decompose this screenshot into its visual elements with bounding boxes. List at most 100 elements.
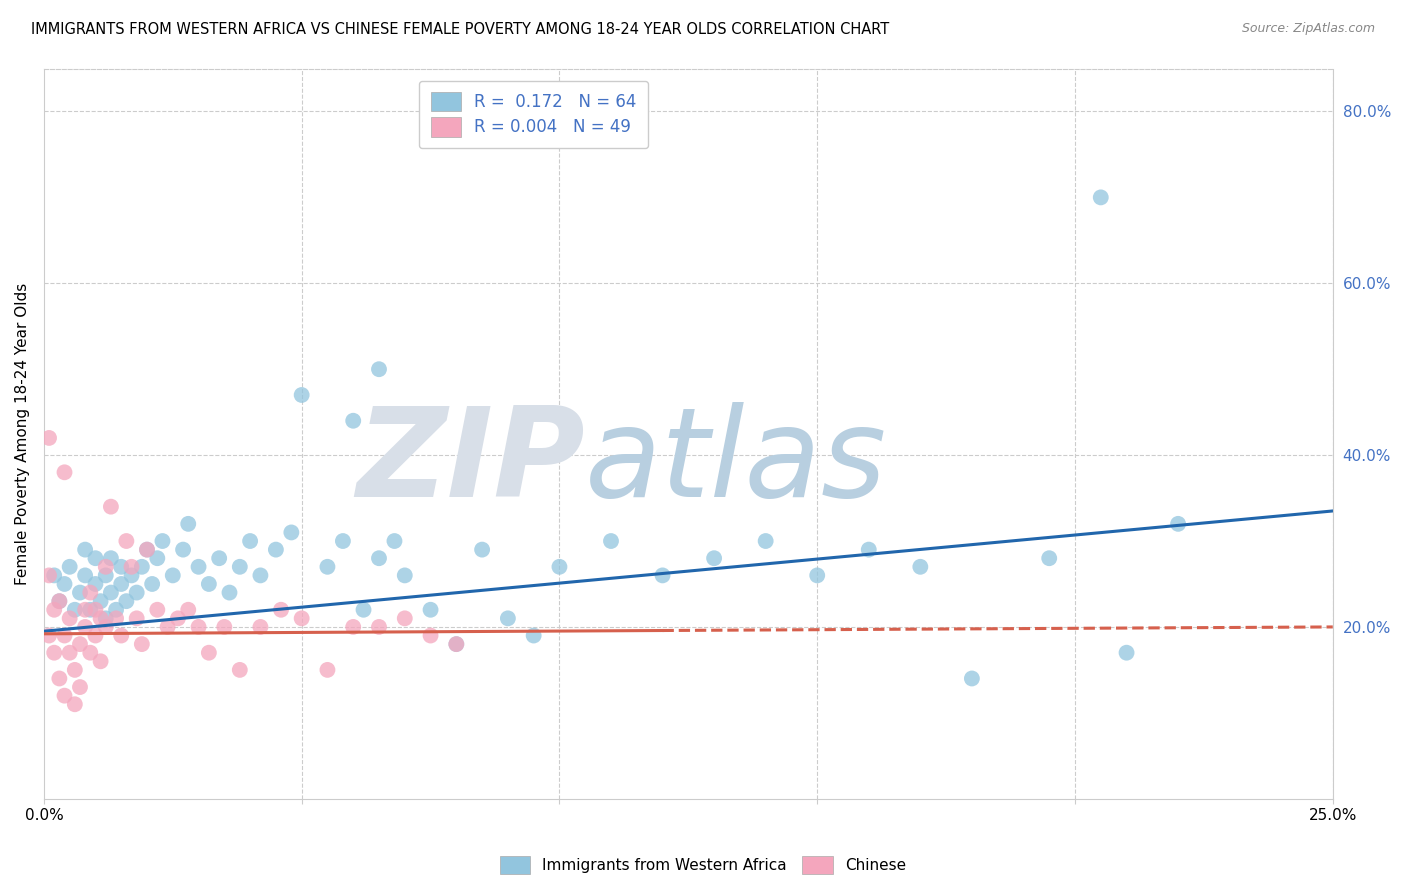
Point: [651, 568, 673, 582]
Point: [239, 534, 262, 549]
Point: [208, 551, 231, 566]
Y-axis label: Female Poverty Among 18-24 Year Olds: Female Poverty Among 18-24 Year Olds: [15, 283, 30, 585]
Point: [172, 542, 194, 557]
Point: [177, 603, 200, 617]
Point: [84, 603, 107, 617]
Point: [316, 663, 339, 677]
Point: [75, 568, 97, 582]
Point: [471, 542, 494, 557]
Point: [419, 603, 441, 617]
Text: atlas: atlas: [585, 402, 887, 524]
Point: [446, 637, 468, 651]
Point: [100, 551, 122, 566]
Point: [249, 568, 271, 582]
Point: [100, 500, 122, 514]
Point: [94, 559, 117, 574]
Point: [63, 698, 86, 712]
Point: [806, 568, 828, 582]
Point: [53, 577, 76, 591]
Point: [115, 534, 138, 549]
Point: [342, 414, 364, 428]
Point: [187, 620, 209, 634]
Point: [332, 534, 354, 549]
Point: [79, 603, 101, 617]
Point: [1115, 646, 1137, 660]
Point: [162, 568, 184, 582]
Point: [121, 559, 143, 574]
Point: [600, 534, 623, 549]
Text: Source: ZipAtlas.com: Source: ZipAtlas.com: [1241, 22, 1375, 36]
Point: [53, 689, 76, 703]
Point: [131, 559, 153, 574]
Point: [59, 646, 82, 660]
Point: [59, 559, 82, 574]
Point: [48, 594, 70, 608]
Point: [291, 388, 314, 402]
Point: [63, 663, 86, 677]
Point: [44, 646, 66, 660]
Point: [394, 568, 416, 582]
Point: [1167, 516, 1189, 531]
Point: [198, 577, 221, 591]
Point: [125, 611, 148, 625]
Point: [94, 568, 117, 582]
Point: [156, 620, 179, 634]
Point: [75, 620, 97, 634]
Point: [167, 611, 190, 625]
Point: [53, 465, 76, 479]
Point: [69, 680, 91, 694]
Point: [177, 516, 200, 531]
Point: [125, 585, 148, 599]
Point: [84, 577, 107, 591]
Point: [419, 628, 441, 642]
Point: [368, 551, 391, 566]
Point: [136, 542, 159, 557]
Point: [69, 637, 91, 651]
Point: [63, 603, 86, 617]
Point: [910, 559, 932, 574]
Point: [960, 672, 983, 686]
Point: [84, 628, 107, 642]
Point: [115, 594, 138, 608]
Point: [90, 654, 112, 668]
Point: [368, 362, 391, 376]
Point: [146, 551, 169, 566]
Point: [152, 534, 174, 549]
Point: [79, 585, 101, 599]
Point: [94, 611, 117, 625]
Point: [110, 577, 132, 591]
Point: [38, 568, 60, 582]
Legend: Immigrants from Western Africa, Chinese: Immigrants from Western Africa, Chinese: [494, 850, 912, 880]
Point: [446, 637, 468, 651]
Point: [146, 603, 169, 617]
Point: [44, 568, 66, 582]
Point: [755, 534, 778, 549]
Point: [858, 542, 880, 557]
Point: [198, 646, 221, 660]
Point: [75, 542, 97, 557]
Point: [79, 646, 101, 660]
Point: [44, 603, 66, 617]
Point: [384, 534, 406, 549]
Point: [229, 559, 252, 574]
Point: [523, 628, 546, 642]
Point: [136, 542, 159, 557]
Point: [394, 611, 416, 625]
Point: [141, 577, 163, 591]
Point: [94, 620, 117, 634]
Point: [1090, 190, 1112, 204]
Point: [84, 551, 107, 566]
Point: [316, 559, 339, 574]
Point: [90, 611, 112, 625]
Point: [270, 603, 292, 617]
Legend: R =  0.172   N = 64, R = 0.004   N = 49: R = 0.172 N = 64, R = 0.004 N = 49: [419, 80, 648, 148]
Point: [105, 603, 128, 617]
Point: [75, 603, 97, 617]
Point: [214, 620, 236, 634]
Point: [90, 594, 112, 608]
Point: [342, 620, 364, 634]
Text: IMMIGRANTS FROM WESTERN AFRICA VS CHINESE FEMALE POVERTY AMONG 18-24 YEAR OLDS C: IMMIGRANTS FROM WESTERN AFRICA VS CHINES…: [31, 22, 889, 37]
Point: [496, 611, 519, 625]
Point: [38, 628, 60, 642]
Point: [48, 594, 70, 608]
